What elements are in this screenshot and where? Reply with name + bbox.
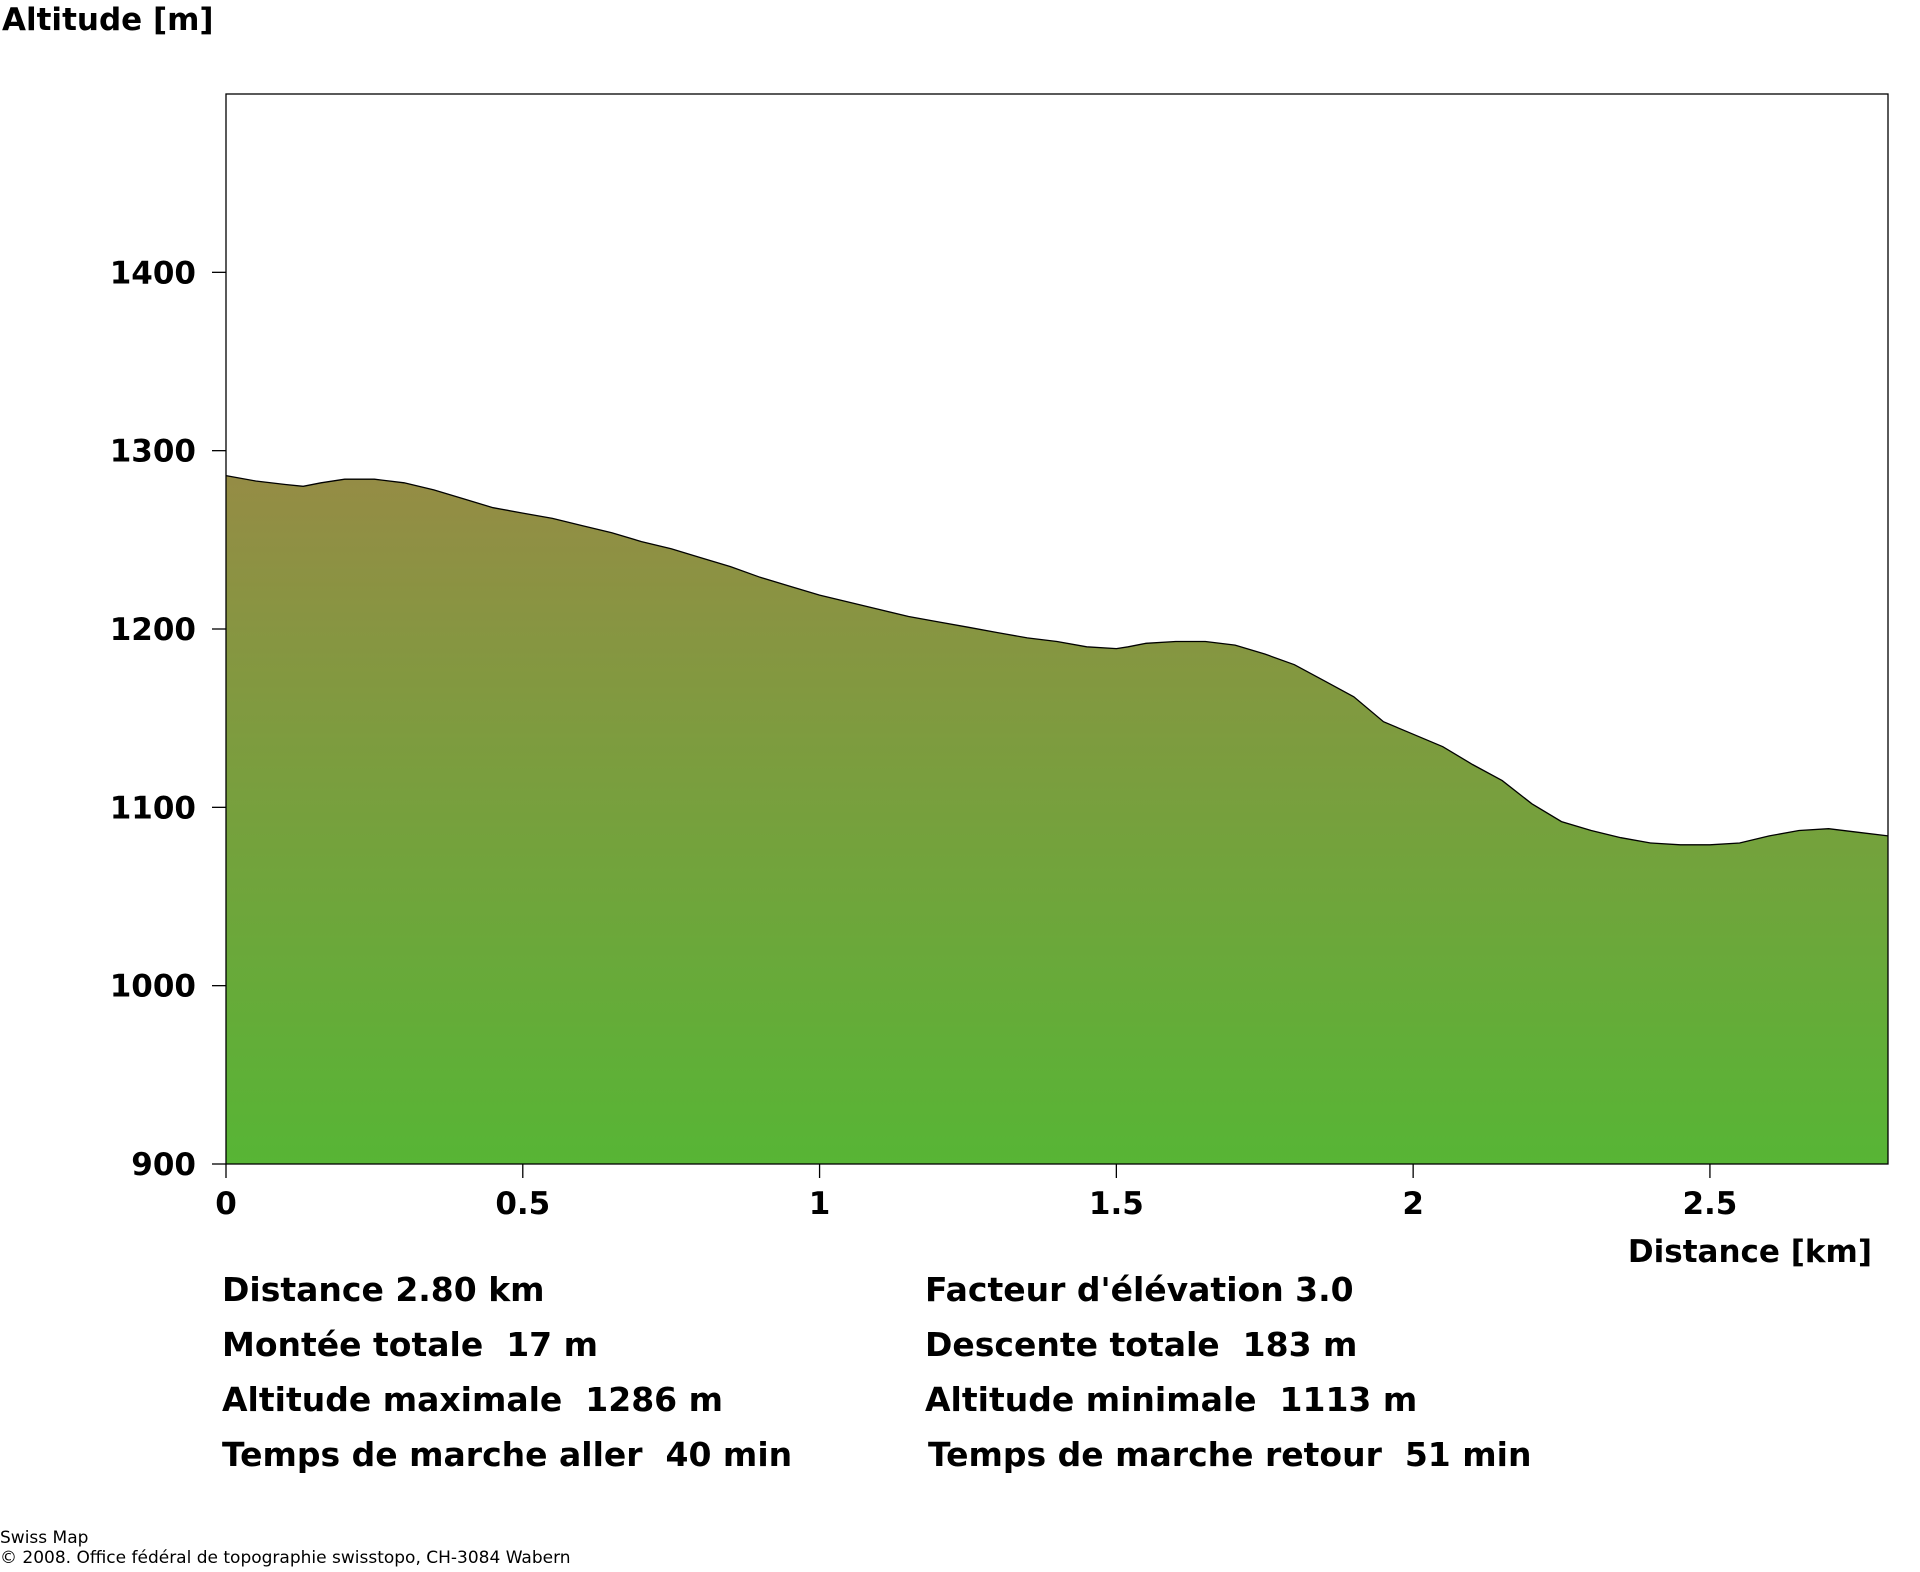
y-tick-label: 1100 [110,790,196,826]
x-tick-label: 0 [215,1186,237,1222]
walk-time-back-stat: Temps de marche retour 51 min [928,1435,1532,1474]
min-altitude-stat: Altitude minimale 1113 m [925,1380,1418,1419]
x-axis-label: Distance [km] [1628,1234,1872,1270]
y-tick-label: 900 [131,1147,196,1183]
x-tick-label: 2.5 [1682,1186,1737,1222]
total-ascent-stat: Montée totale 17 m [222,1325,598,1364]
y-tick-label: 1400 [110,255,196,291]
max-altitude-stat: Altitude maximale 1286 m [222,1380,723,1419]
terrain-outline [225,474,1889,846]
y-tick-label: 1300 [110,434,196,470]
elevation-factor-stat: Facteur d'élévation 3.0 [925,1270,1354,1309]
y-tick-label: 1200 [110,612,196,648]
y-axis-ticks: 900 1000 1100 1200 1300 1400 [110,255,226,1183]
source-credit: Swiss Map [0,1528,89,1548]
terrain-area [226,475,1888,1165]
y-tick-label: 1000 [110,969,196,1005]
total-descent-stat: Descente totale 183 m [925,1325,1358,1364]
x-tick-label: 1.5 [1089,1186,1144,1222]
y-axis-label: Altitude [m] [2,2,214,38]
walk-time-out-stat: Temps de marche aller 40 min [222,1435,793,1474]
x-tick-label: 1 [809,1186,831,1222]
x-axis-ticks: 0 0.5 1 1.5 2 2.5 [215,1164,1737,1222]
distance-stat: Distance 2.80 km [222,1270,545,1309]
x-tick-label: 2 [1402,1186,1424,1222]
copyright-credit: © 2008. Office fédéral de topographie sw… [0,1548,571,1568]
x-tick-label: 0.5 [495,1186,550,1222]
